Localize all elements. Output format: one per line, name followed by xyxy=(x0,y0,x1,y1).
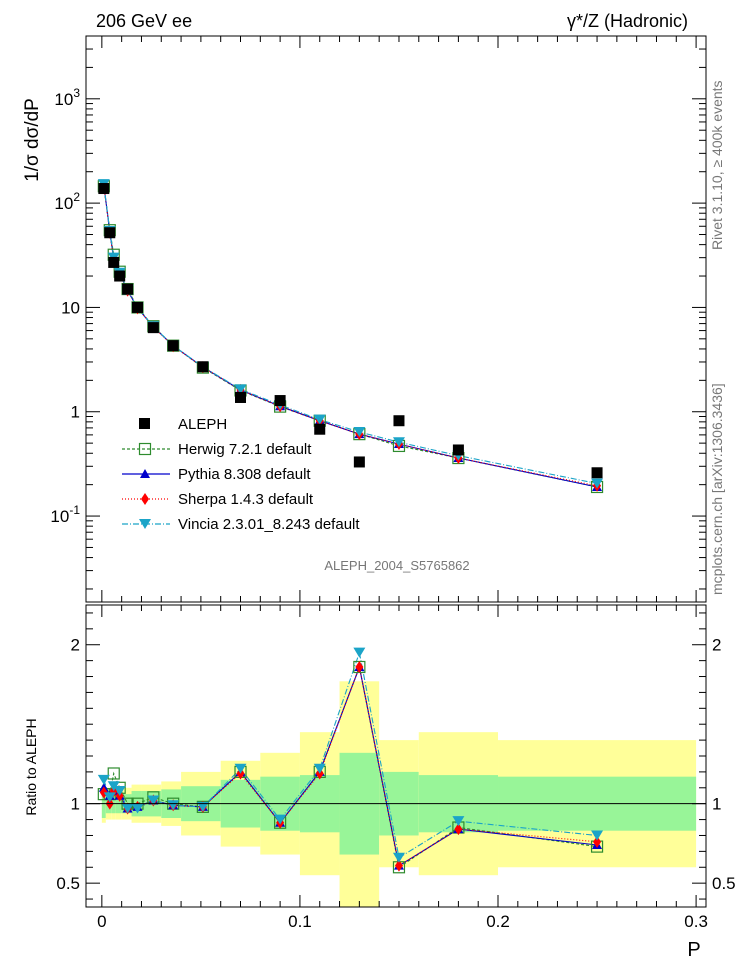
main-plot-marks xyxy=(97,179,604,494)
ratio-point-vincia xyxy=(452,816,465,827)
ratio-point-vincia xyxy=(97,774,110,785)
x-tick-label: 0.2 xyxy=(486,912,510,931)
point-data xyxy=(114,270,126,282)
point-data xyxy=(167,340,179,352)
ratio-point-sherpa xyxy=(454,823,463,836)
analysis-name: ALEPH_2004_S5765862 xyxy=(324,558,469,573)
point-data xyxy=(591,467,603,479)
legend-marker-herwig xyxy=(138,442,152,456)
point-data xyxy=(314,423,326,435)
point-data xyxy=(98,183,110,195)
point-data xyxy=(274,395,286,407)
ratio-y-tick-label: 2 xyxy=(71,636,80,655)
ratio-point-vincia xyxy=(353,647,366,658)
ratio-plot-axes: 0 0.1 0.2 0.30.5 0.51 12 2 xyxy=(56,604,736,931)
legend-marker-pythia xyxy=(140,469,150,478)
point-vincia xyxy=(591,478,604,489)
point-data xyxy=(353,456,365,468)
ratio-point-herwig xyxy=(107,767,120,780)
ratio-point-vincia xyxy=(313,763,326,774)
main-plot-axes: 10-1 1 10 102 103 xyxy=(50,35,707,603)
y-axis-label: 1/σ dσ/dP xyxy=(22,98,43,182)
point-data xyxy=(235,391,247,403)
rivet-label: Rivet 3.1.10, ≥ 400k events xyxy=(709,80,725,250)
process-label: γ*/Z (Hadronic) xyxy=(567,11,688,31)
legend-item-sherpa: Sherpa 1.4.3 default xyxy=(122,491,314,508)
x-tick-label: 0 xyxy=(97,912,106,931)
legend-label-sherpa: Sherpa 1.4.3 default xyxy=(178,491,314,508)
ratio-point-sherpa xyxy=(394,859,403,872)
point-data xyxy=(104,227,116,239)
legend-marker-aleph xyxy=(139,418,150,429)
point-vincia xyxy=(353,426,366,437)
point-data xyxy=(393,415,405,427)
y-tick-label: 102 xyxy=(54,190,80,213)
legend-marker-vincia xyxy=(139,519,151,529)
ratio-y-tick-label: 1 xyxy=(71,795,80,814)
legend-label-vincia: Vincia 2.3.01_8.243 default xyxy=(178,516,360,533)
ratio-point-vincia xyxy=(103,792,116,803)
point-data xyxy=(147,322,159,334)
x-tick-label: 0.1 xyxy=(288,912,312,931)
legend-item-vincia: Vincia 2.3.01_8.243 default xyxy=(122,516,360,533)
ratio-point-vincia xyxy=(167,800,180,811)
series-line-vincia xyxy=(103,184,598,485)
ratio-point-sherpa xyxy=(593,835,602,848)
ratio-point-vincia xyxy=(274,814,287,825)
ratio-y-tick-label-right: 0.5 xyxy=(712,874,736,893)
ratio-point-vincia xyxy=(196,801,209,812)
point-data xyxy=(122,283,134,295)
main-plot-frame xyxy=(85,35,707,603)
ratio-point-vincia xyxy=(107,781,120,792)
ratio-y-tick-label-right: 2 xyxy=(712,636,721,655)
ratio-point-vincia xyxy=(121,803,134,814)
legend-label-aleph: ALEPH xyxy=(178,416,227,433)
energy-label: 206 GeV ee xyxy=(96,11,192,31)
x-tick-label: 0.3 xyxy=(684,912,708,931)
legend: ALEPH Herwig 7.2.1 default Pythia 8.308 … xyxy=(122,416,360,533)
y-tick-label: 10-1 xyxy=(50,503,80,526)
y-tick-label: 103 xyxy=(54,86,80,109)
x-axis-label: P xyxy=(687,939,700,961)
ratio-plot-marks xyxy=(97,647,604,874)
legend-item-pythia: Pythia 8.308 default xyxy=(122,466,311,483)
ratio-point-vincia xyxy=(392,852,405,863)
legend-label-pythia: Pythia 8.308 default xyxy=(178,466,311,483)
point-vincia xyxy=(313,414,326,425)
ratio-y-tick-label-right: 1 xyxy=(712,795,721,814)
point-vincia xyxy=(392,437,405,448)
mcplots-label: mcplots.cern.ch [arXiv:1306.3436] xyxy=(709,383,725,595)
ratio-point-vincia xyxy=(113,785,126,796)
point-data xyxy=(108,256,120,268)
point-data xyxy=(132,301,144,313)
y-tick-label: 10 xyxy=(61,298,80,317)
ratio-point-vincia xyxy=(591,830,604,841)
ratio-y-tick-label: 0.5 xyxy=(56,874,80,893)
point-data xyxy=(452,444,464,456)
point-vincia xyxy=(234,384,247,395)
ratio-point-vincia xyxy=(147,795,160,806)
ratio-point-vincia xyxy=(131,803,144,814)
ratio-y-axis-label: Ratio to ALEPH xyxy=(23,718,39,815)
series-line-sherpa xyxy=(103,185,598,487)
y-tick-label: 1 xyxy=(71,403,80,422)
legend-label-herwig: Herwig 7.2.1 default xyxy=(178,441,312,458)
ratio-point-sherpa xyxy=(355,660,364,673)
legend-marker-sherpa xyxy=(141,493,149,505)
legend-item-aleph: ALEPH xyxy=(139,416,227,433)
point-data xyxy=(197,361,209,373)
legend-item-herwig: Herwig 7.2.1 default xyxy=(122,441,312,458)
ratio-point-vincia xyxy=(234,763,247,774)
